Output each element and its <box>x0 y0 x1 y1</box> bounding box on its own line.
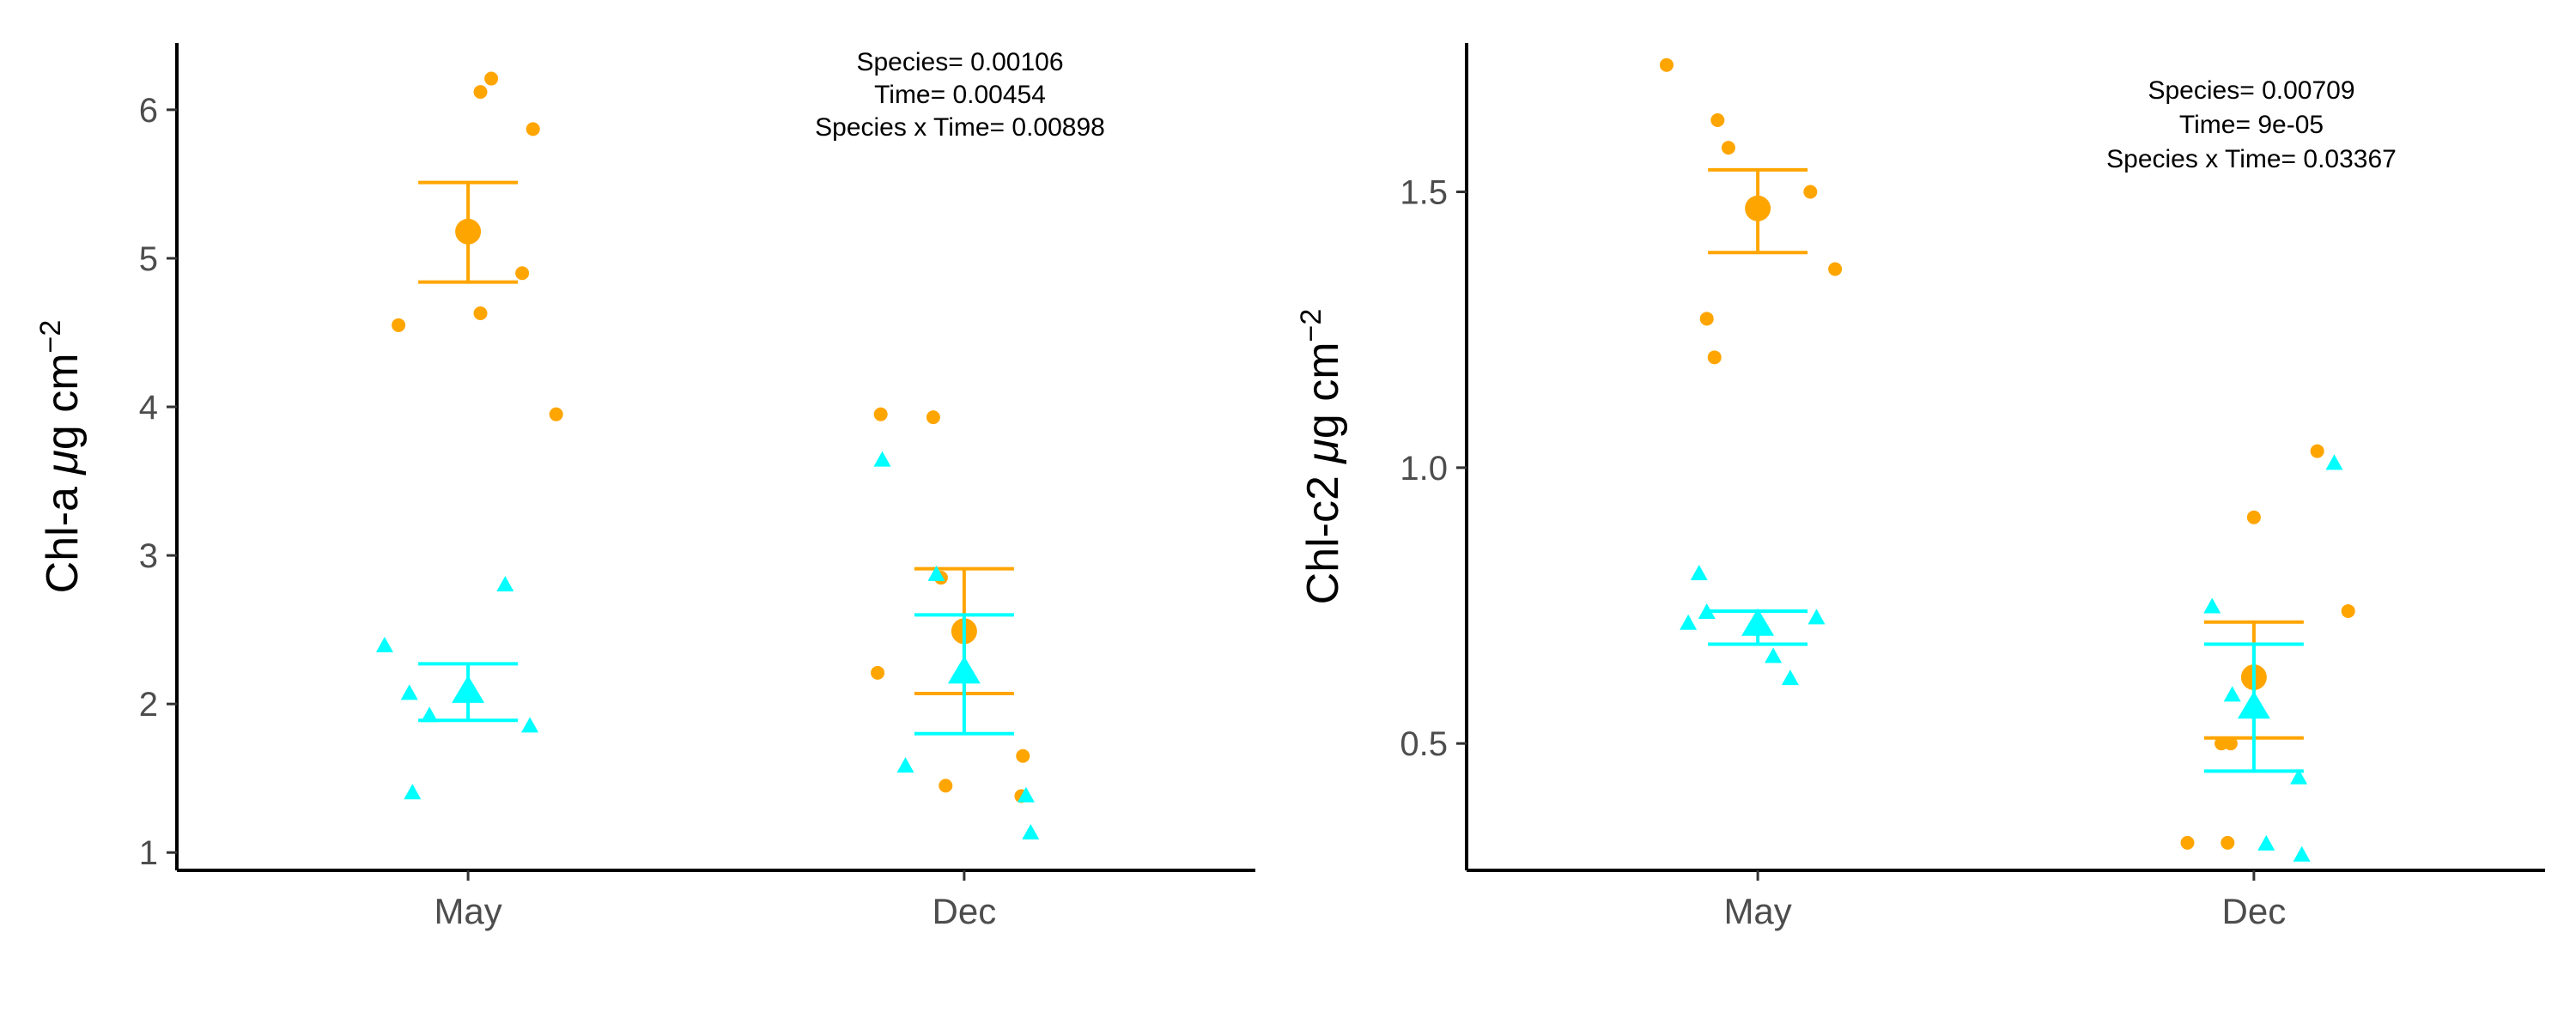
data-point <box>515 266 530 281</box>
data-point <box>400 684 418 700</box>
data-point <box>927 565 945 581</box>
data-point <box>473 306 488 320</box>
mean-marker <box>1741 608 1775 636</box>
y-tick-label: 6 <box>139 92 158 130</box>
stats-annotation-line: Time= 0.00454 <box>874 81 1046 109</box>
y-tick-label: 0.5 <box>1400 725 1448 763</box>
x-tick-label: Dec <box>933 891 997 931</box>
data-point <box>2180 835 2195 850</box>
x-tick-label: May <box>434 891 501 931</box>
data-point <box>2341 603 2355 618</box>
data-point <box>2257 834 2275 851</box>
y-axis-title: Chl-c2 μg cm−2 <box>1295 309 1348 605</box>
data-point <box>1690 564 1708 580</box>
y-tick-label: 1.0 <box>1400 450 1448 488</box>
data-point <box>871 665 885 680</box>
x-tick-label: May <box>1723 891 1791 931</box>
data-point <box>1016 748 1030 763</box>
stats-annotation-line: Species x Time= 0.03367 <box>2106 145 2397 173</box>
y-tick-label: 3 <box>139 537 158 575</box>
data-point <box>421 706 439 723</box>
data-point <box>2325 454 2343 470</box>
data-point <box>2223 686 2241 702</box>
data-point <box>1659 58 1674 72</box>
data-point <box>1017 786 1035 803</box>
data-point <box>2310 444 2324 458</box>
data-point <box>549 407 563 421</box>
data-point <box>1803 185 1818 199</box>
x-tick-label: Dec <box>2222 891 2287 931</box>
y-axis-title: Chl-a μg cm−2 <box>34 320 88 594</box>
mean-marker <box>452 675 485 703</box>
data-point <box>1765 647 1783 663</box>
stats-annotation-line: Time= 9e-05 <box>2179 111 2324 139</box>
data-point <box>926 410 940 425</box>
data-point <box>1698 603 1716 619</box>
data-point <box>2223 736 2238 751</box>
data-point <box>496 575 514 591</box>
data-point <box>939 779 953 793</box>
stats-annotation-line: Species= 0.00106 <box>856 48 1063 76</box>
y-tick-label: 5 <box>139 240 158 278</box>
data-point <box>2290 768 2308 785</box>
stats-annotation-line: Species= 0.00709 <box>2148 76 2354 105</box>
data-point <box>473 85 488 100</box>
data-point <box>484 71 499 86</box>
y-tick-label: 1.5 <box>1400 174 1448 212</box>
data-point <box>2221 835 2235 850</box>
data-point <box>1680 614 1698 630</box>
data-point <box>1022 824 1040 840</box>
data-point <box>2293 845 2311 862</box>
mean-marker <box>455 218 482 245</box>
y-tick-label: 2 <box>139 686 158 724</box>
data-point <box>1710 112 1725 127</box>
panel-1: 1 2 3 4 5 6 May Dec Chl-a μg cm−2 Species= 0.0010… <box>34 43 1255 931</box>
y-tick-label: 4 <box>139 389 158 427</box>
data-point <box>404 784 422 800</box>
mean-marker <box>2237 691 2270 719</box>
data-point <box>1781 670 1799 686</box>
data-point <box>392 318 406 332</box>
data-point <box>2203 597 2221 614</box>
data-point <box>896 757 914 773</box>
y-tick-label: 1 <box>139 834 158 872</box>
mean-marker <box>1745 195 1771 221</box>
data-point <box>873 407 888 421</box>
data-point <box>2246 510 2261 524</box>
stats-annotation-line: Species x Time= 0.00898 <box>815 113 1105 142</box>
panel-2: 0.5 1.0 1.5 May Dec Chl-c2 μg cm−2 Species= 0.… <box>1295 43 2545 931</box>
mean-marker <box>947 656 981 684</box>
data-point <box>526 122 540 136</box>
data-point <box>1699 312 1714 326</box>
data-point <box>375 636 393 652</box>
data-point <box>1828 262 1843 276</box>
data-point <box>1807 609 1826 625</box>
data-point <box>873 451 891 467</box>
data-point <box>521 717 539 733</box>
data-point <box>1721 141 1735 155</box>
data-point <box>1707 350 1722 365</box>
